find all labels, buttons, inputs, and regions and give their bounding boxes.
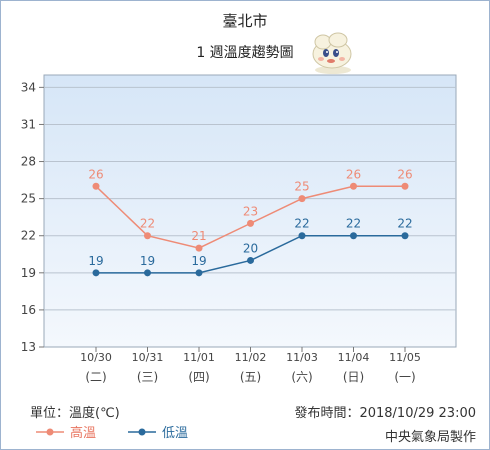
data-point-low <box>247 256 254 264</box>
y-tick-label: 13 <box>21 340 36 354</box>
data-label-low: 19 <box>191 254 206 268</box>
data-point-high <box>350 182 357 190</box>
plot-area <box>43 74 457 348</box>
data-label-high: 26 <box>397 167 412 181</box>
x-tick-label: 11/03 <box>286 351 318 364</box>
legend-item-high: 高溫 <box>36 422 96 441</box>
x-tick-weekday: (一) <box>394 370 415 384</box>
x-tick-label: 11/02 <box>235 351 267 364</box>
data-point-low <box>195 269 203 277</box>
x-tick-weekday: (四) <box>188 370 209 384</box>
data-label-high: 23 <box>243 204 258 218</box>
data-point-high <box>247 219 254 227</box>
producer-label: 中央氣象局製作 <box>384 430 476 445</box>
data-point-high <box>92 182 100 190</box>
data-label-low: 20 <box>243 241 258 255</box>
data-label-high: 26 <box>346 167 361 181</box>
data-point-high <box>298 195 306 203</box>
temperature-chart: 13 16 19 22 25 28 31 34 10/30 (二) 10/31 (三) 11/01 (四… <box>21 74 457 384</box>
data-point-low <box>350 232 357 240</box>
data-label-low: 19 <box>140 254 155 268</box>
data-label-high: 22 <box>140 217 155 231</box>
x-tick-label: 10/30 <box>80 351 112 364</box>
x-tick-weekday: (日) <box>343 370 364 384</box>
data-label-high: 25 <box>294 180 309 194</box>
data-label-low: 22 <box>346 217 361 231</box>
data-label-high: 21 <box>191 229 206 243</box>
legend-item-low: 低溫 <box>128 422 188 441</box>
city-title: 臺北市 <box>222 12 268 30</box>
x-tick-label: 11/05 <box>389 351 421 364</box>
data-label-low: 19 <box>88 254 103 268</box>
legend-high-marker <box>36 428 64 435</box>
unit-label: 單位：溫度(℃) <box>30 406 120 421</box>
y-tick-label: 28 <box>21 155 36 169</box>
data-label-low: 22 <box>397 217 412 231</box>
x-tick-weekday: (五) <box>240 370 261 384</box>
x-tick-label: 10/31 <box>132 351 164 364</box>
y-tick-label: 31 <box>21 117 36 131</box>
data-label-low: 22 <box>294 217 309 231</box>
cloud-mascot-icon <box>312 32 352 74</box>
x-tick-weekday: (二) <box>85 370 106 384</box>
data-point-high <box>195 244 203 252</box>
chart-subtitle: 1 週溫度趨勢圖 <box>196 45 294 61</box>
legend-low-marker <box>128 428 156 435</box>
data-point-high <box>144 232 151 240</box>
y-tick-label: 22 <box>21 229 36 243</box>
y-tick-label: 19 <box>21 266 36 280</box>
legend-high-label: 高溫 <box>70 426 97 441</box>
y-tick-label: 34 <box>21 80 36 94</box>
x-tick-weekday: (六) <box>291 370 312 384</box>
data-point-low <box>144 269 151 277</box>
y-tick-label: 25 <box>21 192 36 206</box>
x-tick-weekday: (三) <box>137 370 158 384</box>
y-tick-label: 16 <box>21 303 36 317</box>
published-time: 發布時間：2018/10/29 23:00 <box>294 406 476 421</box>
data-point-low <box>298 232 306 240</box>
legend-low-label: 低溫 <box>162 426 189 441</box>
data-point-low <box>92 269 100 277</box>
x-tick-label: 11/04 <box>338 351 370 364</box>
x-tick-label: 11/01 <box>183 351 215 364</box>
data-point-high <box>401 182 409 190</box>
data-point-low <box>401 232 409 240</box>
data-label-high: 26 <box>88 167 103 181</box>
